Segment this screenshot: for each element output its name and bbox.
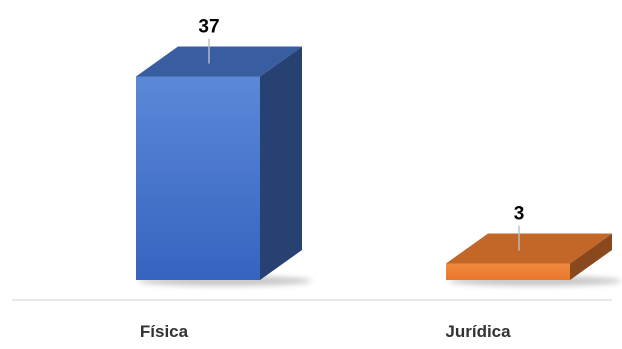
bar-jur-dica	[446, 225, 622, 286]
bar-f-sica-side	[260, 46, 302, 280]
bar-jur-dica-value-label: 3	[514, 204, 525, 225]
x-tick-label-f-sica: Física	[140, 322, 189, 341]
bar-jur-dica-front	[446, 263, 570, 280]
bar-f-sica	[136, 38, 312, 286]
bar-f-sica-value-label: 37	[198, 17, 219, 38]
bar-f-sica-front	[136, 76, 260, 280]
bar-jur-dica-top	[446, 233, 612, 264]
bar-f-sica-top	[136, 46, 302, 77]
labels-layer: 37 Física 3 Jurídica	[140, 17, 524, 342]
x-tick-label-jur-dica: Jurídica	[445, 322, 511, 341]
bars-layer	[136, 38, 622, 286]
bar-jur-dica-side	[570, 233, 612, 280]
